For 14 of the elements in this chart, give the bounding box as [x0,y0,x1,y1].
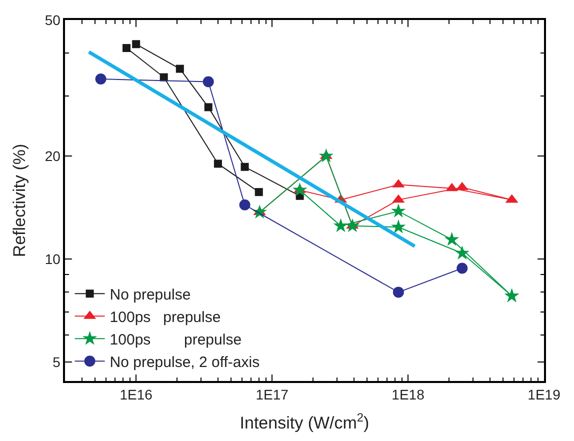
y-tick-label: 20 [44,148,61,164]
x-axis-title: Intensity (W/cm$^{2}$) [240,410,370,432]
y-tick-label: 5 [52,354,61,370]
x-tick-label: 1E18 [392,386,425,403]
x-tick-label: 1E17 [256,386,289,403]
y-tick-label: 50 [44,12,61,28]
legend-label: No prepulse, 2 off-axis [110,354,260,371]
legend-label: No prepulse [110,286,191,304]
y-tick-label: 10 [44,250,61,267]
legend-label: 100ps prepulse [110,331,242,348]
x-tick-label: 1E19 [528,386,561,403]
x-tick-label: 1E16 [120,386,153,403]
y-axis-title: Reflectivity (%) [10,144,29,258]
legend-label: 100ps prepulse [110,308,221,326]
